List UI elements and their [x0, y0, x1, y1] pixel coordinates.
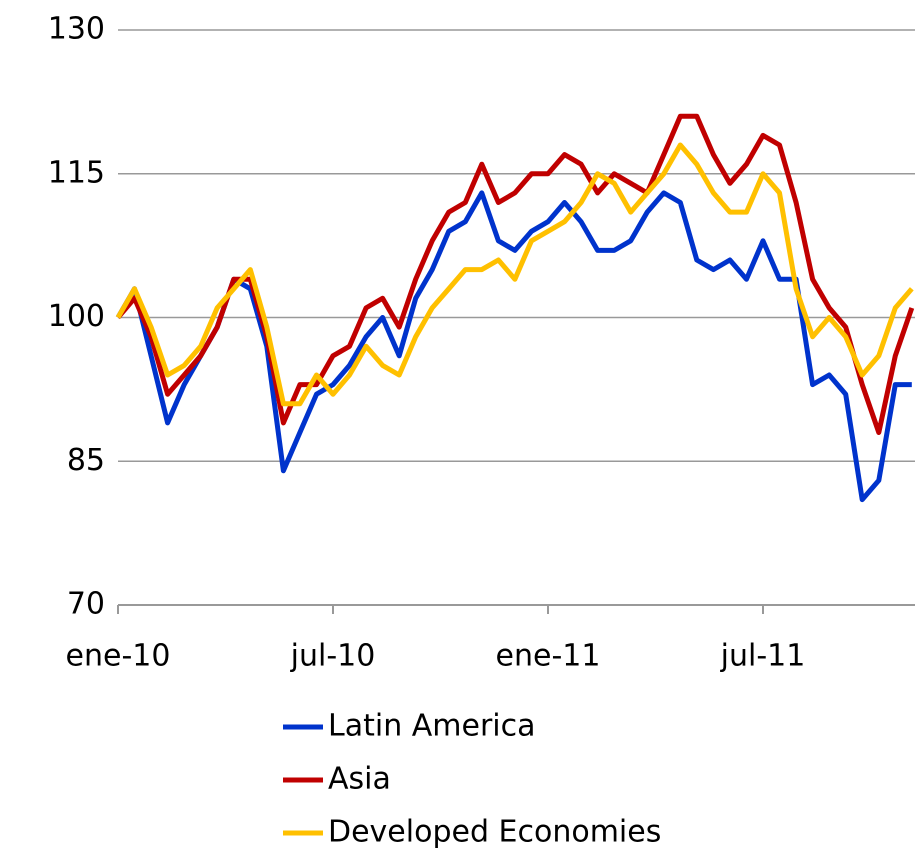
- series-line: [115, 190, 912, 503]
- y-tick-label: 100: [48, 299, 105, 334]
- legend-label: Asia: [328, 762, 391, 797]
- y-tick-label: 115: [48, 155, 105, 190]
- x-tick-label: ene-10: [66, 639, 171, 674]
- x-tick-label: jul-11: [720, 639, 806, 674]
- legend-label: Latin America: [328, 709, 536, 744]
- x-tick-label: ene-11: [496, 639, 601, 674]
- series-line: [115, 142, 914, 407]
- y-tick-label: 70: [67, 587, 105, 622]
- y-tick-label: 85: [67, 443, 105, 478]
- x-tick-label: jul-10: [290, 639, 376, 674]
- legend-label: Developed Economies: [328, 815, 661, 850]
- series-line: [116, 113, 915, 435]
- y-tick-label: 130: [48, 12, 105, 47]
